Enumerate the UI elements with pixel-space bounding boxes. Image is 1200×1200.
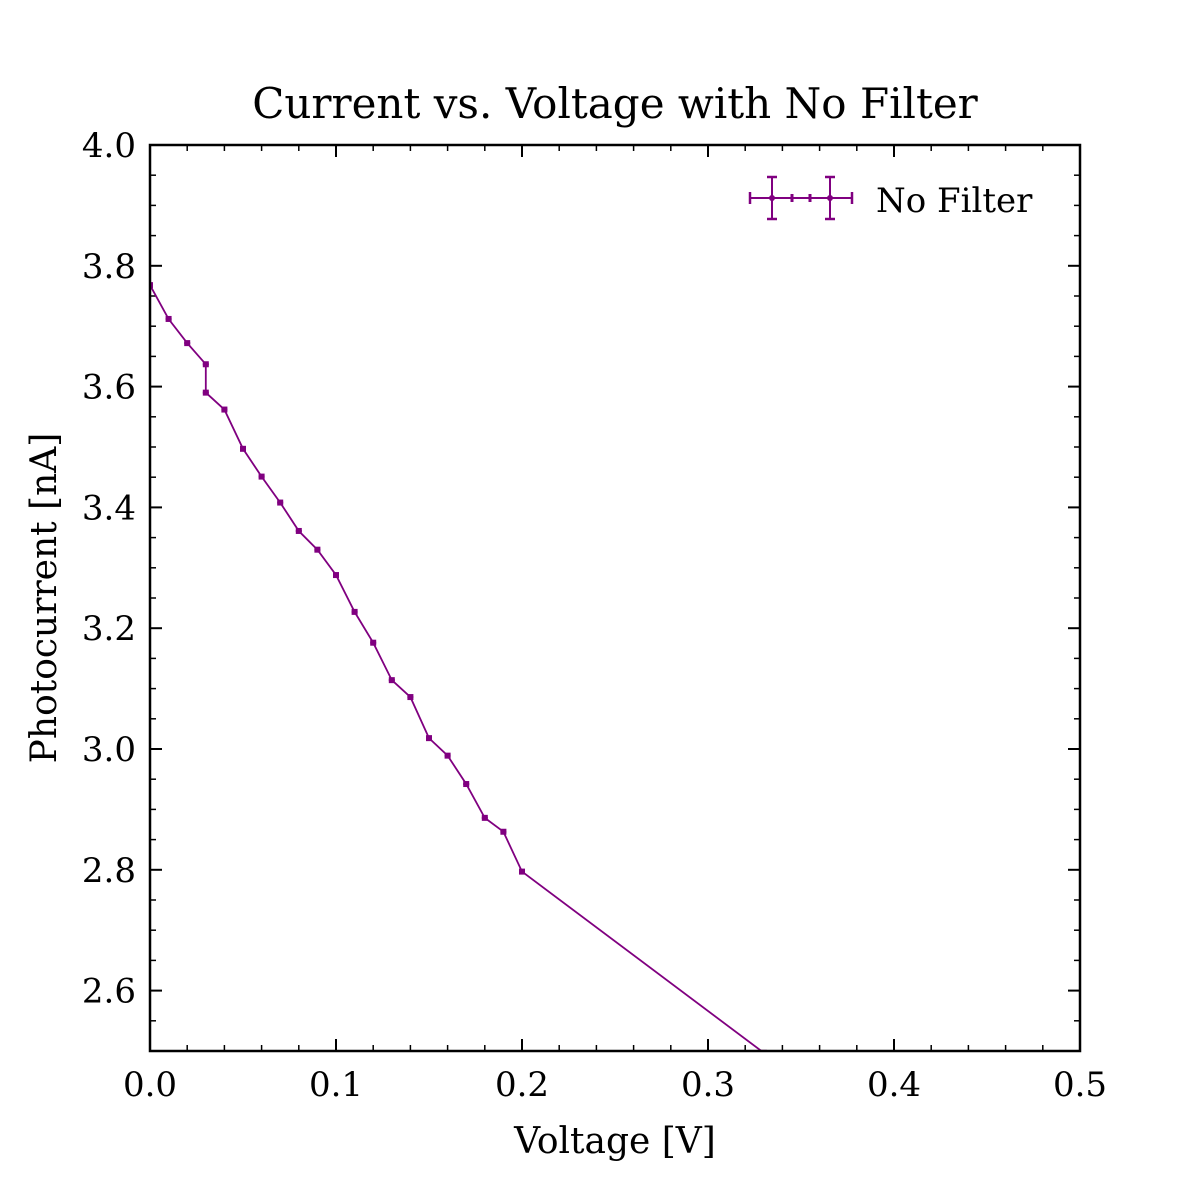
data-point <box>295 527 302 534</box>
data-point <box>221 406 228 413</box>
data-point <box>202 361 209 368</box>
plot-frame <box>148 143 1082 1053</box>
y-axis-label: Photocurrent [nA] <box>24 433 65 764</box>
data-point <box>314 546 321 553</box>
data-point <box>333 572 339 579</box>
legend-marker <box>748 175 854 221</box>
x-tick-label: 0.1 <box>309 1065 363 1105</box>
data-point <box>500 828 507 835</box>
legend: No Filter <box>748 175 1033 221</box>
data-point <box>351 608 358 615</box>
x-tick-label: 0.3 <box>681 1065 735 1105</box>
x-tick-label: 0.5 <box>1053 1065 1107 1105</box>
tick-marks <box>149 144 1081 1052</box>
data-point <box>463 781 470 788</box>
legend-point <box>769 195 775 201</box>
x-tick-label: 0.0 <box>123 1065 177 1105</box>
y-tick-label: 3.0 <box>82 730 136 770</box>
data-point <box>407 694 414 701</box>
legend-label-no-filter: No Filter <box>876 181 1033 221</box>
data-point <box>150 282 153 289</box>
data-point <box>277 499 284 506</box>
x-axis-label: Voltage [V] <box>513 1121 716 1162</box>
series-layer <box>150 282 767 1051</box>
data-point <box>370 639 377 646</box>
y-tick-label: 4.0 <box>82 126 136 166</box>
x-tick-label: 0.4 <box>867 1065 921 1105</box>
data-point <box>519 868 525 875</box>
y-tick-label: 3.8 <box>82 247 136 287</box>
y-tick-label: 3.2 <box>82 609 136 649</box>
data-point <box>184 340 191 347</box>
data-point <box>240 445 246 452</box>
chart-title: Current vs. Voltage with No Filter <box>252 79 978 128</box>
data-point <box>426 735 432 742</box>
data-point <box>388 677 395 684</box>
y-tick-label: 3.4 <box>82 488 136 528</box>
tick-labels: 0.0 0.1 0.2 0.3 0.4 0.5 2.6 2.8 3.0 3.2 3.4 3.6 3.8 4… <box>82 126 1107 1105</box>
y-tick-label: 3.6 <box>82 368 136 408</box>
y-tick-label: 2.8 <box>82 851 136 891</box>
data-point <box>444 752 451 759</box>
data-point <box>202 389 209 396</box>
data-point <box>165 315 172 322</box>
data-point <box>481 814 488 821</box>
legend-point <box>827 195 833 201</box>
y-tick-label: 2.6 <box>82 972 136 1012</box>
x-tick-label: 0.2 <box>495 1065 549 1105</box>
data-point <box>258 473 265 480</box>
series-line <box>150 284 763 1051</box>
